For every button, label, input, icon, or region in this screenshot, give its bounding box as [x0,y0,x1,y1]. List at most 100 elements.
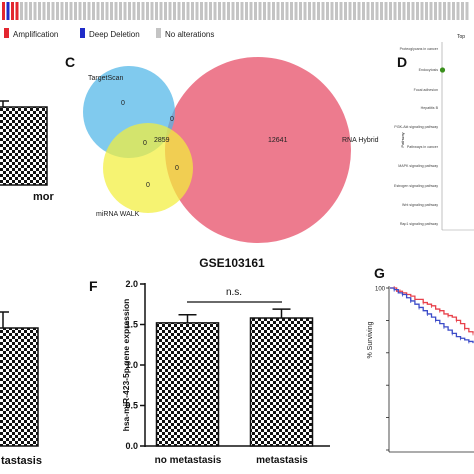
venn-circle-mirna-walk [103,123,193,213]
oncoprint-sample-bar [24,2,28,20]
dot-plot-title: Top [457,34,465,40]
oncoprint-sample-bar [317,2,320,20]
bar-category-label: no metastasis [155,455,222,466]
oncoprint-sample-bar [128,2,131,20]
significance-label: n.s. [226,287,242,298]
y-tick-label: 0.5 [125,401,138,411]
dot-plot-ylabel: Pathway [400,132,405,147]
venn-count-targetscan-mirnawalk: 0 [143,140,147,147]
oncoprint-sample-bar [420,2,424,20]
oncoprint-sample-bar [177,2,181,20]
oncoprint-sample-bar [56,2,59,20]
oncoprint-sample-bar [6,2,10,20]
oncoprint-sample-bar [195,2,199,20]
oncoprint-sample-bar [299,2,302,20]
oncoprint-sample-bar [416,2,419,20]
oncoprint-sample-bar [146,2,149,20]
survival-ylabel: % Surviving [367,321,374,358]
venn-circle-rna-hybrid [165,57,351,243]
legend-label-amplification: Amplification [13,30,58,39]
oncoprint-sample-bar [101,2,104,20]
panel-label-d: D [397,54,407,70]
oncoprint-sample-bar [465,2,469,20]
bar [249,317,314,447]
partial-panel-bottom-left: tastasis [0,311,42,467]
venn-count-targetscan-rnahybrid: 0 [170,116,174,123]
panel-label-f: F [89,278,98,294]
oncoprint-sample-bar [380,2,383,20]
y-tick-label: 2.0 [125,279,138,289]
oncoprint-sample-bar [164,2,167,20]
oncoprint-sample-bar [186,2,190,20]
oncoprint-sample-bar [78,2,82,20]
bar-chart-gse103161: F GSE103161 hsa-miR-423-5p gene expressi… [89,256,330,466]
oncoprint-sample-bar [447,2,451,20]
legend-swatch-amplification [4,28,9,38]
oncoprint-sample-bar [2,2,5,20]
oncoprint-sample-bar [254,2,257,20]
oncoprint-sample-bar [204,2,208,20]
dot-plot-points [439,67,446,73]
oncoprint-sample-bar [375,2,379,20]
oncoprint-sample-bar [227,2,230,20]
legend-label-deep-deletion: Deep Deletion [89,30,140,39]
oncoprint-sample-bar [348,2,352,20]
survival-y-ticks: 100 [375,287,389,451]
oncoprint-sample-bar [434,2,437,20]
oncoprint-sample-bar [74,2,77,20]
venn-count-rnahybrid-only: 12641 [268,137,288,144]
oncoprint-sample-bar [38,2,41,20]
oncoprint-sample-bar [105,2,109,20]
oncoprint-sample-bar [285,2,289,20]
oncoprint-sample-bar [114,2,118,20]
pathway-label: Endocytosis [419,68,439,72]
oncoprint-sample-bar [96,2,100,20]
oncoprint-sample-bar [182,2,185,20]
bar-chart-title: GSE103161 [199,256,265,270]
pathway-label: Proteoglycans in cancer [400,47,439,51]
oncoprint-sample-bar [218,2,221,20]
partial-panel-top-left: mor [0,100,55,203]
oncoprint-sample-bar [83,2,86,20]
survival-plot: G % Surviving 100 [367,265,474,453]
oncoprint-sample-bar [461,2,464,20]
oncoprint-sample-bar [168,2,172,20]
partial-bar [0,106,48,186]
oncoprint-sample-bar [294,2,298,20]
oncoprint-sample-bar [141,2,145,20]
oncoprint-sample-bar [371,2,374,20]
oncoprint-sample-bar [344,2,347,20]
oncoprint-sample-bar [263,2,266,20]
oncoprint-sample-bar [402,2,406,20]
oncoprint-sample-bar [240,2,244,20]
oncoprint-sample-bar [303,2,307,20]
venn-count-mirnawalk-rnahybrid: 0 [175,165,179,172]
survival-curve-0 [390,287,474,334]
oncoprint-sample-bar [407,2,410,20]
legend-label-no-alterations: No alterations [165,30,214,39]
pathway-dot-plot: D Top Pathway Proteoglycans in cancer En… [394,34,474,231]
oncoprint-sample-bar [452,2,455,20]
oncoprint-sample-bar [272,2,275,20]
bar [155,322,220,447]
pathway-label: MAPK signaling pathway [398,164,438,168]
partial-category-label: tastasis [1,455,42,467]
oncoprint-sample-bar [132,2,136,20]
oncoprint-sample-bar [123,2,127,20]
oncoprint-sample-bar [326,2,329,20]
venn-set-label-rna-hybrid: RNA Hybrid [342,137,379,144]
pathway-label: Wnt signaling pathway [402,203,438,207]
oncoprint-sample-bar [29,2,32,20]
oncoprint-sample-bar [42,2,46,20]
oncoprint-sample-bar [443,2,446,20]
oncoprint-track [2,2,469,20]
venn-count-all-three: 2859 [154,137,170,144]
oncoprint-sample-bar [119,2,122,20]
oncoprint-sample-bar [429,2,433,20]
oncoprint-sample-bar [425,2,428,20]
oncoprint-sample-bar [20,2,23,20]
oncoprint-sample-bar [222,2,226,20]
partial-bar [0,327,39,447]
oncoprint-sample-bar [366,2,370,20]
